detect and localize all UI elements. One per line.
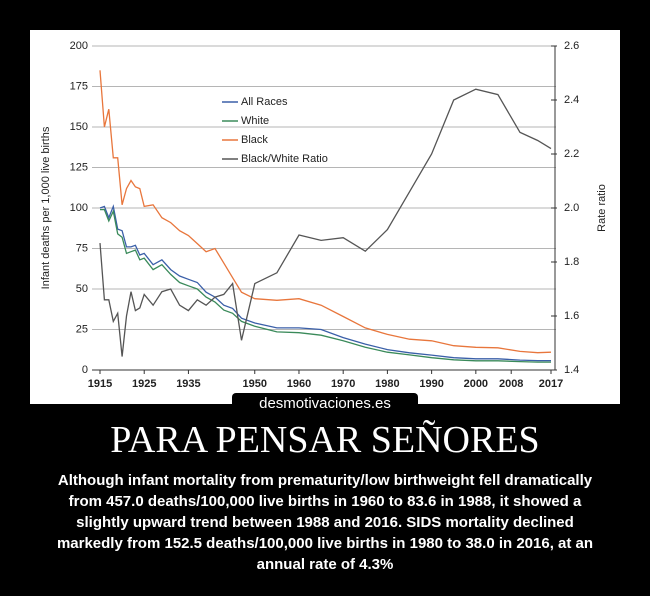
x-tick-label: 1915 <box>88 378 112 390</box>
poster-title: PARA PENSAR SEÑORES <box>110 419 540 461</box>
y2-tick-label: 2.2 <box>564 148 579 160</box>
series-line <box>99 88 552 357</box>
caption: Although infant mortality from prematuri… <box>56 472 594 573</box>
x-tick-label: 1925 <box>132 378 156 390</box>
y2-tick-label: 2.4 <box>564 94 579 106</box>
series-line <box>99 70 552 354</box>
y-tick-label: 125 <box>70 161 88 173</box>
x-tick-label: 2008 <box>499 378 523 390</box>
y2-tick-label: 1.6 <box>564 310 579 322</box>
x-tick-label: 1950 <box>243 378 267 390</box>
y2-tick-label: 2.0 <box>564 202 579 214</box>
y2-tick-label: 1.8 <box>564 256 579 268</box>
y2-axis-label: Rate ratio <box>596 184 608 232</box>
legend-label: White <box>241 115 269 127</box>
y2-tick-label: 2.6 <box>564 40 579 52</box>
x-tick-label: 2000 <box>464 378 488 390</box>
x-tick-label: 1970 <box>331 378 355 390</box>
x-tick-label: 2017 <box>539 378 563 390</box>
chart-frame <box>30 30 620 404</box>
y-tick-label: 25 <box>76 323 88 335</box>
series-line <box>100 208 551 363</box>
legend-label: All Races <box>241 96 288 108</box>
y-tick-label: 0 <box>82 364 88 376</box>
y-tick-label: 150 <box>70 121 88 133</box>
y-axis-label: Infant deaths per 1,000 live births <box>40 126 52 289</box>
y2-tick-label: 1.4 <box>564 364 579 376</box>
x-tick-label: 1935 <box>176 378 200 390</box>
y-tick-label: 100 <box>70 202 88 214</box>
x-tick-label: 1960 <box>287 378 311 390</box>
watermark: desmotivaciones.es <box>232 393 418 415</box>
legend-label: Black <box>241 134 268 146</box>
x-tick-label: 1980 <box>375 378 399 390</box>
series-line <box>99 204 551 362</box>
legend-label: Black/White Ratio <box>241 153 328 165</box>
y-tick-label: 200 <box>70 40 88 52</box>
x-tick-label: 1990 <box>419 378 443 390</box>
y-tick-label: 175 <box>70 80 88 92</box>
y-tick-label: 50 <box>76 283 88 295</box>
y-tick-label: 75 <box>76 242 88 254</box>
